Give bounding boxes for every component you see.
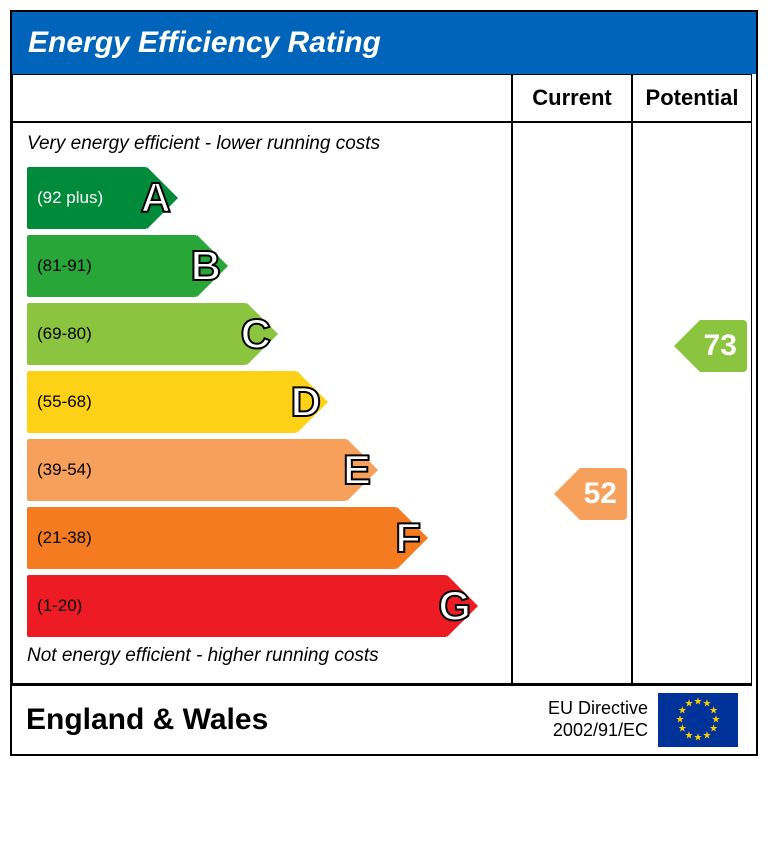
band-bar-f: (21-38)F (27, 507, 397, 569)
band-row-g: (1-20) G (27, 575, 511, 637)
band-row-c: (69-80) C (27, 303, 511, 365)
pointer-potential: 73 (674, 320, 747, 372)
band-letter-a: A (141, 174, 171, 222)
band-bar-b: (81-91)B (27, 235, 197, 297)
caption-top: Very energy efficient - lower running co… (13, 131, 511, 161)
directive-line1: EU Directive (548, 698, 648, 720)
pointer-current-value: 52 (584, 477, 617, 511)
band-bar-g: (1-20)G (27, 575, 447, 637)
pointer-current-arrow-icon (554, 468, 580, 520)
eu-star-icon: ★ (685, 699, 694, 710)
column-potential: 73 (632, 122, 752, 684)
band-letter-d: D (291, 378, 321, 426)
band-row-f: (21-38) F (27, 507, 511, 569)
band-row-d: (55-68) D (27, 371, 511, 433)
band-bar-c: (69-80)C (27, 303, 247, 365)
band-range-g: (1-20) (27, 596, 82, 616)
column-current: 52 (512, 122, 632, 684)
header-current: Current (512, 74, 632, 122)
title-bar: Energy Efficiency Rating (12, 12, 756, 74)
bands-area: Very energy efficient - lower running co… (12, 122, 512, 684)
pointer-potential-box: 73 (700, 320, 747, 372)
header-blank (12, 74, 512, 122)
band-range-a: (92 plus) (27, 188, 103, 208)
band-bar-d: (55-68)D (27, 371, 297, 433)
eu-star-icon: ★ (703, 730, 712, 741)
pointer-potential-value: 73 (704, 329, 737, 363)
eu-flag-icon: ★★★★★★★★★★★★ (658, 693, 738, 747)
band-range-b: (81-91) (27, 256, 92, 276)
eu-star-icon: ★ (694, 697, 703, 708)
pointer-current: 52 (554, 468, 627, 520)
band-row-a: (92 plus) A (27, 167, 511, 229)
band-row-b: (81-91) B (27, 235, 511, 297)
band-range-d: (55-68) (27, 392, 92, 412)
band-letter-e: E (343, 446, 371, 494)
header-potential: Potential (632, 74, 752, 122)
directive-line2: 2002/91/EC (548, 720, 648, 742)
band-letter-g: G (438, 582, 471, 630)
band-range-c: (69-80) (27, 324, 92, 344)
pointer-current-box: 52 (580, 468, 627, 520)
band-letter-f: F (395, 514, 421, 562)
band-bar-e: (39-54)E (27, 439, 347, 501)
footer-region: England & Wales (26, 703, 548, 737)
band-letter-c: C (241, 310, 271, 358)
caption-bottom: Not energy efficient - higher running co… (13, 643, 511, 673)
footer: England & Wales EU Directive 2002/91/EC … (12, 684, 752, 754)
epc-chart: Energy Efficiency Rating Current Potenti… (10, 10, 758, 756)
band-row-e: (39-54) E (27, 439, 511, 501)
band-range-e: (39-54) (27, 460, 92, 480)
pointer-potential-arrow-icon (674, 320, 700, 372)
band-range-f: (21-38) (27, 528, 92, 548)
band-letter-b: B (191, 242, 221, 290)
eu-star-icon: ★ (694, 733, 703, 744)
footer-directive: EU Directive 2002/91/EC (548, 698, 648, 741)
epc-grid: Current Potential Very energy efficient … (12, 74, 756, 754)
band-bar-a: (92 plus)A (27, 167, 147, 229)
